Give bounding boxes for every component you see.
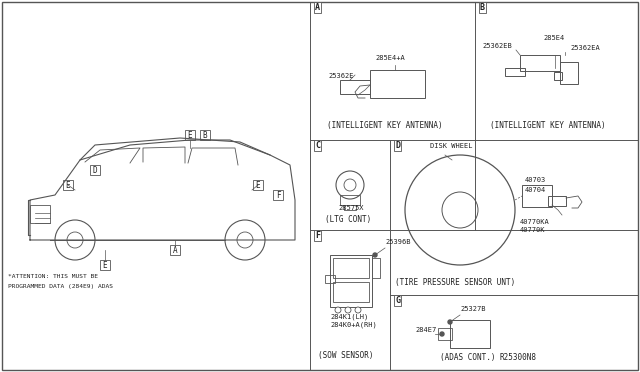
Text: 284E7: 284E7 [415,327,436,333]
Text: (TIRE PRESSURE SENSOR UNT): (TIRE PRESSURE SENSOR UNT) [395,278,515,287]
Text: D: D [395,141,400,150]
Bar [30,205,50,223]
Bar [370,70,425,98]
Circle shape [67,232,83,248]
Text: (LTG CONT): (LTG CONT) [325,215,371,224]
Bar [340,195,360,205]
Bar [90,165,100,175]
Circle shape [405,155,515,265]
Bar [560,62,578,84]
Bar [333,282,369,302]
Text: F: F [315,231,320,240]
Text: R25300N8: R25300N8 [500,353,537,362]
Text: 25362E: 25362E [328,73,353,79]
Text: 284K0+A(RH): 284K0+A(RH) [330,321,377,327]
Bar [522,185,552,207]
Text: E: E [256,180,260,189]
Circle shape [373,253,377,257]
Text: A: A [315,3,320,12]
Text: E: E [66,180,70,189]
Circle shape [442,192,478,228]
Bar [273,190,283,200]
Circle shape [440,332,444,336]
Text: B: B [480,3,485,12]
Text: E: E [188,131,192,140]
Bar [438,328,452,340]
Bar [333,258,369,278]
Circle shape [55,220,95,260]
Circle shape [225,220,265,260]
Text: B: B [203,131,207,140]
Text: 40770KA: 40770KA [520,219,550,225]
Text: 285E4: 285E4 [543,35,564,41]
Bar [548,196,566,206]
Bar [340,80,370,94]
Circle shape [344,179,356,191]
Bar [63,180,73,190]
Text: 285E4+A: 285E4+A [375,55,404,61]
Text: C: C [315,141,320,150]
Text: F: F [276,190,280,199]
Text: (ADAS CONT.): (ADAS CONT.) [440,353,495,362]
Bar [185,130,195,140]
Circle shape [336,171,364,199]
Circle shape [355,307,361,313]
Bar [170,245,180,255]
Text: DISK WHEEL: DISK WHEEL [430,143,472,149]
Text: (SOW SENSOR): (SOW SENSOR) [318,351,374,360]
Text: 28575X: 28575X [338,205,364,211]
Circle shape [237,232,253,248]
Bar [520,55,560,71]
Text: PROGRAMMED DATA (284E9) ADAS: PROGRAMMED DATA (284E9) ADAS [8,284,113,289]
Text: 25396B: 25396B [385,239,410,245]
Bar [554,72,562,80]
Text: (INTELLIGENT KEY ANTENNA): (INTELLIGENT KEY ANTENNA) [490,121,605,130]
Circle shape [345,307,351,313]
Text: 25327B: 25327B [460,306,486,312]
Text: 25362EB: 25362EB [482,43,512,49]
Text: 40703: 40703 [525,177,547,183]
Bar [100,260,110,270]
Text: 25362EA: 25362EA [570,45,600,51]
Bar [200,130,210,140]
Text: 40770K: 40770K [520,227,545,233]
Bar [505,68,525,76]
Text: G: G [395,296,400,305]
Text: 284K1(LH): 284K1(LH) [330,313,368,320]
Circle shape [448,320,452,324]
Text: *ATTENTION: THIS MUST BE: *ATTENTION: THIS MUST BE [8,274,98,279]
Circle shape [335,307,341,313]
Bar [253,180,263,190]
Text: E: E [102,260,108,269]
Bar [330,255,372,307]
Bar [450,320,490,348]
Bar [325,275,335,283]
Text: 40704: 40704 [525,187,547,193]
Text: A: A [173,246,177,254]
Text: (INTELLIGENT KEY ANTENNA): (INTELLIGENT KEY ANTENNA) [327,121,443,130]
Text: D: D [93,166,97,174]
